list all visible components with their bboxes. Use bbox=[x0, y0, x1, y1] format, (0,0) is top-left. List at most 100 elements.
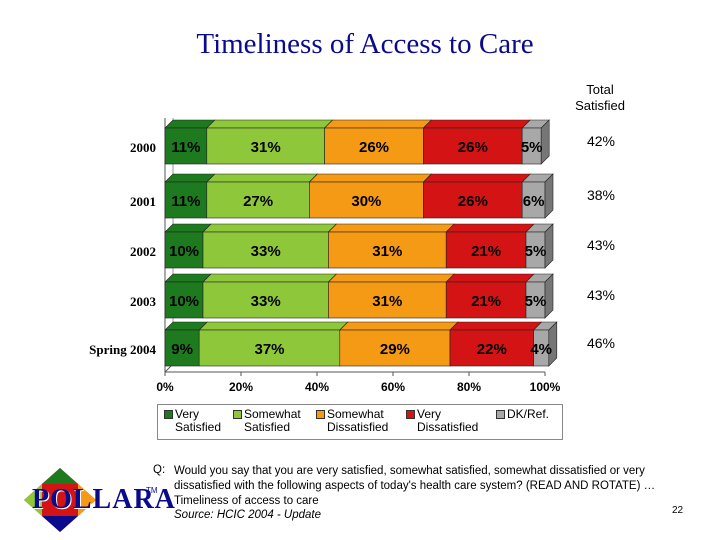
data-label: 5% bbox=[525, 243, 547, 260]
data-label: 29% bbox=[380, 341, 410, 358]
bar-segment bbox=[423, 181, 523, 219]
legend-swatch bbox=[406, 410, 415, 419]
chart-title: Timeliness of Access to Care bbox=[196, 28, 534, 60]
bar-top-face bbox=[202, 273, 338, 283]
legend-swatch bbox=[496, 410, 505, 419]
bar-top-face bbox=[339, 321, 459, 331]
question-label: Q: bbox=[153, 464, 166, 476]
category-label: 2001 bbox=[130, 194, 156, 209]
legend-label: Somewhat Dissatisfied bbox=[327, 407, 389, 434]
x-tick-label: 60% bbox=[381, 380, 405, 394]
bar-top-face bbox=[327, 273, 455, 283]
page-number: 22 bbox=[672, 505, 684, 516]
bar-top-face bbox=[202, 223, 338, 233]
bar-side-face bbox=[540, 119, 550, 165]
legend-label: Very Satisfied bbox=[175, 407, 222, 434]
bar-segment bbox=[328, 281, 447, 319]
bar-side-face bbox=[544, 273, 554, 319]
data-label: 11% bbox=[171, 193, 200, 210]
data-label: 11% bbox=[171, 139, 200, 156]
category-label: 2000 bbox=[130, 140, 156, 155]
bar-segment bbox=[164, 231, 204, 269]
total-satisfied-header-text: Total Satisfied bbox=[575, 82, 625, 113]
total-satisfied-value: 42% bbox=[587, 133, 615, 149]
chart-legend: Very Satisfied Somewhat Satisfied Somewh… bbox=[157, 404, 563, 440]
legend-label: Somewhat Satisfied bbox=[244, 407, 301, 434]
legend-label: DK/Ref. bbox=[507, 407, 550, 421]
bar-top-face bbox=[422, 173, 531, 183]
bar-segment bbox=[198, 329, 341, 367]
bar-segment bbox=[328, 231, 447, 269]
stacked-bar-chart: 11% 31% 26% 26% 5% 2000 42% 11% 27% 30% 26% 6% 2001 3… bbox=[89, 118, 615, 394]
data-label: 31% bbox=[251, 139, 281, 156]
question-source: Source: HCIC 2004 - Update bbox=[174, 509, 322, 521]
bar-segment bbox=[164, 329, 200, 367]
x-tick-label: 80% bbox=[457, 380, 481, 394]
bar-top-face bbox=[449, 321, 543, 331]
data-label: 31% bbox=[372, 293, 402, 310]
bar-side-face bbox=[548, 321, 558, 367]
bar-segment bbox=[449, 329, 534, 367]
legend-label: Very Dissatisfied bbox=[417, 407, 479, 434]
bar-segment bbox=[324, 127, 424, 165]
data-label: 30% bbox=[351, 193, 381, 210]
bar-segment bbox=[202, 281, 329, 319]
data-label: 22% bbox=[477, 341, 507, 358]
data-label: 33% bbox=[251, 293, 281, 310]
pollara-logo: POLLARA TM bbox=[18, 466, 175, 534]
x-tick-label: 0% bbox=[156, 380, 174, 394]
bar-segment bbox=[339, 329, 451, 367]
legend-swatch bbox=[164, 410, 173, 419]
data-label: 37% bbox=[254, 341, 284, 358]
data-label: 4% bbox=[530, 341, 552, 358]
data-label: 21% bbox=[471, 243, 501, 260]
bar-segment bbox=[445, 231, 527, 269]
data-label: 26% bbox=[458, 139, 488, 156]
total-satisfied-header: Total Satisfied bbox=[560, 82, 640, 114]
bar-side-face bbox=[544, 223, 554, 269]
question-text: Would you say that you are very satisfie… bbox=[174, 465, 656, 507]
bar-top-face bbox=[422, 119, 531, 129]
bar-top-face bbox=[445, 223, 535, 233]
data-label: 6% bbox=[523, 193, 545, 210]
bar-segment bbox=[309, 181, 424, 219]
category-label: 2002 bbox=[130, 244, 156, 259]
bar-segment bbox=[206, 181, 310, 219]
bar-segment bbox=[423, 127, 523, 165]
data-label: 10% bbox=[169, 293, 199, 310]
logo-wordmark: POLLARA bbox=[32, 484, 176, 515]
bar-side-face bbox=[544, 173, 554, 219]
bar-segment bbox=[202, 231, 329, 269]
bar-segment bbox=[445, 281, 527, 319]
logo-trademark: TM bbox=[146, 486, 158, 495]
data-label: 31% bbox=[372, 243, 402, 260]
data-label: 9% bbox=[171, 341, 193, 358]
legend-swatch bbox=[316, 410, 325, 419]
data-label: 10% bbox=[169, 243, 199, 260]
legend-swatch bbox=[233, 410, 242, 419]
logo-diamond-graphic bbox=[24, 468, 96, 532]
data-label: 27% bbox=[243, 193, 273, 210]
bar-top-face bbox=[327, 223, 455, 233]
total-satisfied-value: 46% bbox=[587, 335, 615, 351]
bar-top-face bbox=[164, 119, 216, 129]
bar-top-face bbox=[445, 273, 535, 283]
bar-top-face bbox=[308, 173, 433, 183]
total-satisfied-value: 43% bbox=[587, 237, 615, 253]
data-label: 26% bbox=[458, 193, 488, 210]
x-tick-label: 40% bbox=[305, 380, 329, 394]
x-tick-label: 100% bbox=[530, 380, 561, 394]
bar-top-face bbox=[164, 173, 216, 183]
bar-top-face bbox=[206, 119, 334, 129]
total-satisfied-value: 43% bbox=[587, 287, 615, 303]
bar-segment bbox=[164, 181, 208, 219]
bar-top-face bbox=[198, 321, 349, 331]
total-satisfied-value: 38% bbox=[587, 187, 615, 203]
data-label: 5% bbox=[521, 139, 543, 156]
data-label: 33% bbox=[251, 243, 281, 260]
bar-top-face bbox=[206, 173, 319, 183]
category-label: Spring 2004 bbox=[89, 342, 156, 357]
category-label: 2003 bbox=[130, 294, 157, 309]
x-tick-label: 20% bbox=[229, 380, 253, 394]
data-label: 5% bbox=[525, 293, 547, 310]
